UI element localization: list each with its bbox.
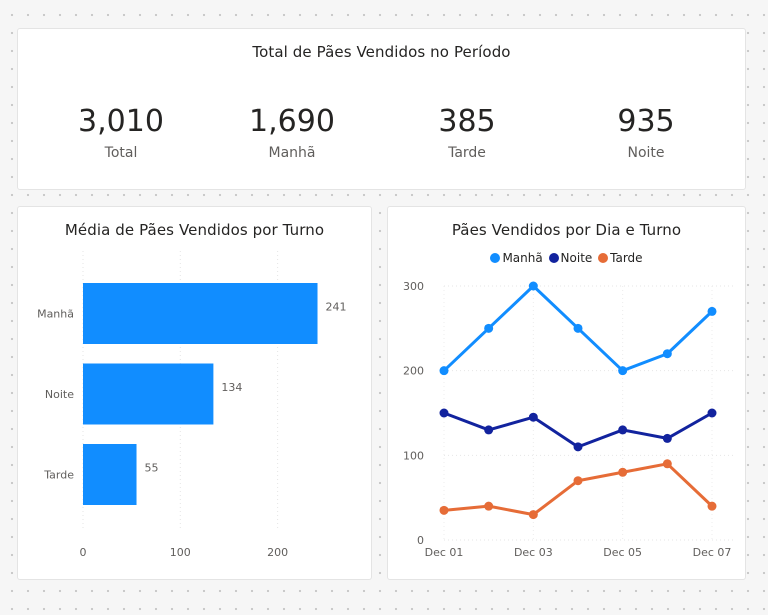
x-tick-label: Dec 03: [514, 546, 553, 559]
kpi-card: Total de Pães Vendidos no Período 3,010 …: [17, 28, 746, 190]
bar-data-label: 241: [326, 301, 347, 314]
kpi-tarde: 385 Tarde: [382, 103, 552, 161]
bar: [83, 283, 318, 344]
data-point: [707, 408, 717, 418]
line-chart-title: Pães Vendidos por Dia e Turno: [451, 221, 682, 239]
kpi-card-title: Total de Pães Vendidos no Período: [252, 43, 511, 61]
x-tick-label: Dec 05: [603, 546, 642, 559]
y-tick-label: 200: [403, 365, 424, 378]
legend-item-noite[interactable]: Noite: [548, 251, 593, 265]
x-tick-label: 200: [267, 546, 288, 559]
kpi-total: 3,010 Total: [36, 103, 206, 161]
data-point: [484, 501, 494, 511]
legend-item-tarde[interactable]: Tarde: [598, 251, 643, 265]
line-chart-card: Pães Vendidos por Dia e Turno Manhã Noit…: [387, 206, 746, 580]
x-tick-label: Dec 01: [425, 546, 464, 559]
kpi-noite-value: 935: [617, 104, 675, 139]
kpi-manha-label: Manhã: [268, 145, 316, 161]
data-point: [528, 510, 538, 520]
kpi-manha-value: 1,690: [249, 104, 335, 139]
data-point: [484, 323, 494, 333]
legend-label-manha: Manhã: [502, 251, 543, 265]
bar-chart-title: Média de Pães Vendidos por Turno: [64, 221, 325, 239]
data-point: [439, 408, 449, 418]
data-point: [618, 366, 628, 376]
data-point: [662, 433, 672, 443]
data-point: [618, 467, 628, 477]
data-point: [439, 505, 449, 515]
data-point: [528, 281, 538, 291]
line-chart-legend: Manhã Noite Tarde: [388, 251, 745, 265]
legend-label-noite: Noite: [560, 251, 593, 265]
kpi-total-label: Total: [104, 145, 138, 161]
data-point: [707, 306, 717, 316]
bar-chart-card: Média de Pães Vendidos por Turno 0 100 200…: [17, 206, 372, 580]
data-point: [439, 366, 449, 376]
data-point: [662, 459, 672, 469]
data-point: [707, 501, 717, 511]
legend-item-manha[interactable]: Manhã: [490, 251, 543, 265]
legend-dot-noite-icon: [548, 253, 559, 263]
bar: [83, 444, 137, 505]
data-point: [484, 425, 494, 435]
x-tick-label: 100: [170, 546, 191, 559]
kpi-total-value: 3,010: [78, 104, 164, 139]
y-category-label: Tarde: [43, 469, 74, 482]
y-category-label: Manhã: [37, 308, 74, 321]
kpi-tarde-value: 385: [438, 104, 496, 139]
y-tick-label: 100: [403, 449, 424, 462]
data-point: [573, 476, 583, 486]
kpi-noite: 935 Noite: [561, 103, 731, 161]
legend-label-tarde: Tarde: [610, 251, 643, 265]
bar: [83, 363, 214, 425]
y-tick-label: 0: [417, 534, 424, 547]
kpi-manha: 1,690 Manhã: [207, 103, 377, 161]
data-point: [528, 412, 538, 422]
legend-dot-tarde-icon: [598, 253, 609, 263]
kpi-tarde-label: Tarde: [448, 145, 486, 161]
y-tick-label: 300: [403, 280, 424, 293]
kpi-noite-label: Noite: [627, 145, 665, 161]
line-chart: 0 100 200 300 Dec 01 Dec 03 Dec 05 Dec 07: [403, 280, 733, 559]
bar-chart: 0 100 200 Manhã 241 Noite 134 Tarde 55: [37, 251, 347, 559]
data-point: [573, 442, 583, 452]
x-tick-label: Dec 07: [693, 546, 732, 559]
data-point: [618, 425, 628, 435]
series-line: [443, 462, 714, 517]
x-tick-label: 0: [80, 546, 87, 559]
data-point: [662, 349, 672, 359]
bar-data-label: 55: [145, 462, 159, 475]
bar-data-label: 134: [221, 381, 242, 394]
data-point: [573, 323, 583, 333]
legend-dot-manha-icon: [490, 253, 501, 263]
y-category-label: Noite: [45, 388, 74, 401]
